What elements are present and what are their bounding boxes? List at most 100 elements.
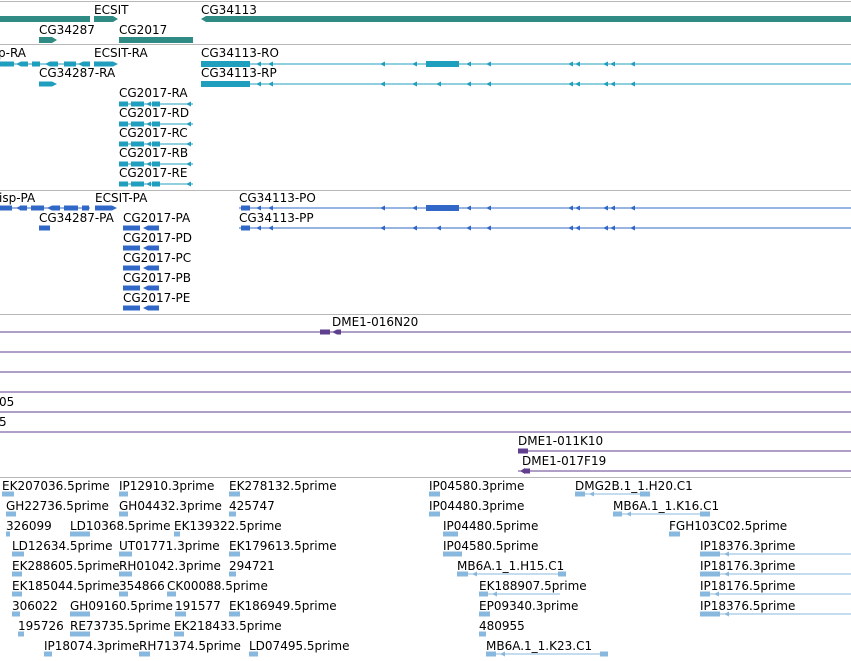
est-label[interactable]: EK218433.5prime <box>174 619 282 633</box>
protein-label-ecsit-pa[interactable]: ECSIT-PA <box>95 191 148 205</box>
strand-arrow <box>466 61 471 67</box>
est-label[interactable]: IP18176.5prime <box>700 579 796 593</box>
exon-block <box>119 551 132 557</box>
est-label[interactable]: GH09160.5prime <box>70 599 173 613</box>
est-label[interactable]: EK139322.5prime <box>174 519 282 533</box>
est-label[interactable]: EK185044.5prime <box>12 579 120 593</box>
strand-arrow <box>113 61 118 67</box>
est-label[interactable]: IP18376.5prime <box>700 599 796 613</box>
transcript-label-cg34287-ra[interactable]: CG34287-RA <box>39 66 116 80</box>
est-label[interactable]: MB6A.1_1.K23.C1 <box>486 639 593 653</box>
est-label[interactable]: EP09340.3prime <box>479 599 579 613</box>
protein-label-cg2017-pb[interactable]: CG2017-PB <box>123 271 192 285</box>
strand-arrow <box>486 225 491 231</box>
est-label[interactable]: 306022 <box>12 599 58 613</box>
est-label[interactable]: IP18074.3prime <box>44 639 140 653</box>
exon-block <box>229 611 240 617</box>
est-label[interactable]: EK179613.5prime <box>229 539 337 553</box>
exon-block <box>320 329 330 335</box>
est-label[interactable]: IP04480.3prime <box>429 499 525 513</box>
est-label[interactable]: MB6A.1_1.H15.C1 <box>457 559 565 573</box>
strand-arrow <box>143 225 148 231</box>
protein-label-cg34287-pa[interactable]: CG34287-PA <box>39 211 114 225</box>
strand-arrow <box>436 81 441 87</box>
clone-label-05[interactable]: 05 <box>0 395 15 409</box>
est-label[interactable]: LD07495.5prime <box>249 639 350 653</box>
transcript-label-cg2017-rc[interactable]: CG2017-RC <box>119 126 188 140</box>
est-label[interactable]: RH71374.5prime <box>139 639 241 653</box>
gene-label-ecsit[interactable]: ECSIT <box>94 3 129 17</box>
protein-label-cg34113-pp[interactable]: CG34113-PP <box>239 211 314 225</box>
est-label[interactable]: RE73735.5prime <box>70 619 171 633</box>
exon-block <box>12 611 20 617</box>
gene-feature-cg2017[interactable] <box>119 36 193 44</box>
est-label[interactable]: 326099 <box>6 519 52 533</box>
est-label[interactable]: CK00088.5prime <box>167 579 268 593</box>
est-label[interactable]: 354866 <box>119 579 165 593</box>
est-label[interactable]: UT01771.3prime <box>119 539 220 553</box>
gene-feature-cg34287[interactable] <box>39 36 57 44</box>
est-label[interactable]: DMG2B.1_1.H20.C1 <box>575 479 693 493</box>
est-label[interactable]: FGH103C02.5prime <box>669 519 788 533</box>
exon-block <box>70 631 90 637</box>
clone-label-dme1-017f19[interactable]: DME1-017F19 <box>522 454 607 468</box>
transcript-label-p-ra[interactable]: p-RA <box>0 46 27 60</box>
protein-label-cg2017-pa[interactable]: CG2017-PA <box>123 211 191 225</box>
est-label[interactable]: 425747 <box>229 499 275 513</box>
strand-arrow <box>256 225 261 231</box>
est-label[interactable]: EK278132.5prime <box>229 479 337 493</box>
est-label[interactable]: EK186949.5prime <box>229 599 337 613</box>
est-label[interactable]: EK188907.5prime <box>479 579 587 593</box>
est-label[interactable]: 195726 <box>18 619 64 633</box>
protein-track: isp-PA ECSIT-PA CG34113-PO CG34287-PA CG… <box>0 190 851 314</box>
exon-block <box>429 511 440 517</box>
clone-label-dme1-016n20[interactable]: DME1-016N20 <box>332 315 419 329</box>
exon-block <box>575 491 585 497</box>
transcript-label-cg2017-rb[interactable]: CG2017-RB <box>119 146 189 160</box>
exon-block <box>123 225 140 231</box>
est-label[interactable]: IP12910.3prime <box>119 479 215 493</box>
transcript-label-ecsit-ra[interactable]: ECSIT-RA <box>94 46 148 60</box>
est-label[interactable]: GH04432.3prime <box>119 499 222 513</box>
gene-feature-left[interactable] <box>0 15 90 23</box>
gene-feature-cg34113[interactable] <box>201 15 851 23</box>
protein-label-cg34113-po[interactable]: CG34113-PO <box>239 191 316 205</box>
transcript-label-cg34113-ro[interactable]: CG34113-RO <box>201 46 279 60</box>
est-label[interactable]: LD12634.5prime <box>12 539 113 553</box>
est-label[interactable]: 480955 <box>479 619 525 633</box>
est-label[interactable]: 191577 <box>175 599 221 613</box>
protein-label-cg2017-pc[interactable]: CG2017-PC <box>123 251 192 265</box>
clone-label-dme1-011k10[interactable]: DME1-011K10 <box>518 434 604 448</box>
protein-label-isp-pa[interactable]: isp-PA <box>0 191 36 205</box>
est-label[interactable]: LD10368.5prime <box>70 519 171 533</box>
clone-label-5[interactable]: 5 <box>0 415 7 429</box>
est-label[interactable]: IP04480.5prime <box>443 519 539 533</box>
gene-label-cg34287[interactable]: CG34287 <box>39 23 95 37</box>
protein-label-cg2017-pe[interactable]: CG2017-PE <box>123 291 191 305</box>
transcript-label-cg2017-re[interactable]: CG2017-RE <box>119 166 188 180</box>
exon-block <box>0 61 14 67</box>
strand-arrow <box>380 225 385 231</box>
gene-feature-ecsit[interactable] <box>94 15 118 23</box>
protein-label-cg2017-pd[interactable]: CG2017-PD <box>123 231 193 245</box>
est-label[interactable]: GH22736.5prime <box>6 499 109 513</box>
transcript-track: p-RA ECSIT-RA CG34113-RO CG34287-RA CG34… <box>0 44 851 190</box>
gene-label-cg34113[interactable]: CG34113 <box>201 3 257 17</box>
est-label[interactable]: IP04580.5prime <box>443 539 539 553</box>
exon-block <box>700 591 710 597</box>
est-label[interactable]: IP18376.3prime <box>700 539 796 553</box>
est-label[interactable]: 294721 <box>229 559 275 573</box>
strand-arrow <box>568 81 573 87</box>
transcript-label-cg2017-rd[interactable]: CG2017-RD <box>119 106 190 120</box>
transcript-label-cg2017-ra[interactable]: CG2017-RA <box>119 86 188 100</box>
est-label[interactable]: IP04580.3prime <box>429 479 525 493</box>
est-label[interactable]: IP18176.3prime <box>700 559 796 573</box>
transcript-label-cg34113-rp[interactable]: CG34113-RP <box>201 66 277 80</box>
est-label[interactable]: EK207036.5prime <box>2 479 110 493</box>
gene-label-cg2017[interactable]: CG2017 <box>119 23 168 37</box>
est-label[interactable]: MB6A.1_1.K16.C1 <box>613 499 720 513</box>
exon-block <box>119 591 128 597</box>
est-label[interactable]: RH01042.3prime <box>119 559 221 573</box>
est-label[interactable]: EK288605.5prime <box>12 559 120 573</box>
